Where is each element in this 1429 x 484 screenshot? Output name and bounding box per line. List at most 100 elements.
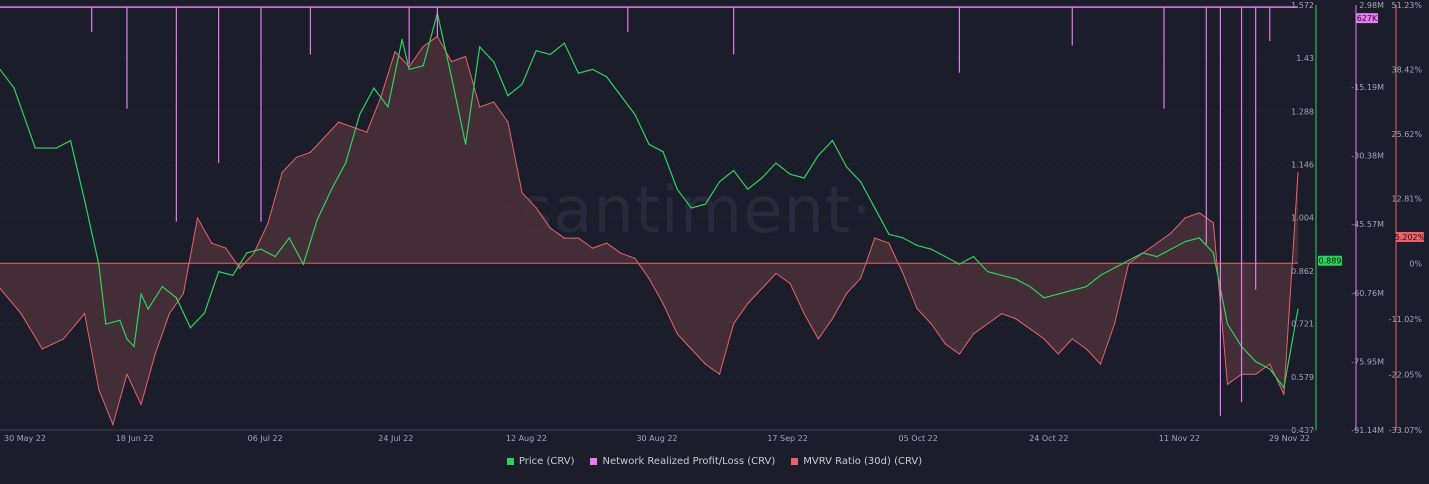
x-tick-label: 30 Aug 22 [636,434,677,443]
price-point [260,248,262,250]
mvrv-point [112,424,114,426]
mvrv-point [521,192,523,194]
mvrv-point [140,403,142,406]
legend-label: Price (CRV) [518,456,575,467]
price-point [888,233,890,235]
mvrv-tick-label: -33.07% [1389,426,1423,435]
mvrv-area [0,36,1298,425]
mvrv-point [41,348,43,350]
mvrv-point [1057,353,1059,355]
mvrv-point [1198,212,1200,214]
mvrv-point [225,247,227,249]
price-point [1029,285,1031,288]
price-series [0,12,1299,390]
price-point [1085,285,1087,288]
price-point [606,76,608,78]
nrpl-tick-label: -60.76M [1351,289,1384,298]
price-point [930,248,932,250]
price-point [549,53,551,56]
price-point [450,76,453,78]
mvrv-point [690,348,692,350]
legend-item[interactable]: Network Realized Profit/Loss (CRV) [590,456,775,467]
price-point [1057,293,1059,295]
price-point [972,256,975,258]
price-point [860,181,862,183]
price-point [676,188,678,190]
mvrv-point [20,313,22,315]
price-point [232,274,234,276]
nrpl-series [0,6,1298,416]
price-point [563,42,565,44]
mvrv-point [479,106,481,108]
legend-item[interactable]: Price (CRV) [506,456,575,467]
mvrv-last-badge: 5.202% [1395,233,1426,242]
mvrv-point [154,353,156,355]
legend-label: Network Realized Profit/Loss (CRV) [602,456,776,467]
price-point [98,263,100,265]
price-point [535,50,537,52]
price-point [1184,241,1186,243]
mvrv-point [874,237,876,239]
price-point [189,327,192,329]
mvrv-point [394,50,396,53]
mvrv-point [549,227,551,229]
price-point [916,244,918,246]
price-point [105,323,107,325]
mvrv-point [789,282,791,285]
price-point [507,95,509,97]
mvrv-point [62,338,65,340]
price-point [718,181,721,183]
x-tick-label: 12 Aug 22 [506,434,547,443]
price-point [387,106,389,108]
price-point [521,83,523,85]
mvrv-point [507,121,509,123]
price-point [1001,274,1003,276]
price-point [662,151,664,153]
mvrv-point [1099,363,1102,365]
mvrv-point [352,126,354,128]
price-point [620,95,622,97]
price-point [1128,259,1130,261]
price-point [55,147,58,149]
x-tick-label: 30 May 22 [4,434,46,443]
x-tick-label: 05 Oct 22 [899,434,938,443]
price-point [1198,237,1200,239]
mvrv-tick-label: 12.81% [1391,195,1422,204]
mvrv-point [323,136,326,138]
mvrv-point [338,121,340,123]
mvrv-point [1085,348,1087,350]
nrpl-tick-label: -15.19M [1351,83,1384,92]
mvrv-point [267,222,269,224]
mvrv-point [1071,338,1073,340]
mvrv-point [916,308,918,310]
mvrv-point [493,101,495,103]
price-point [987,271,989,273]
mvrv-point [803,313,805,315]
mvrv-point [930,323,932,325]
price-point [422,65,424,67]
x-tick-label: 17 Sep 22 [767,434,808,443]
price-point [634,113,636,115]
legend-item[interactable]: MVRV Ratio (30d) (CRV) [791,456,922,467]
x-tick-label: 29 Nov 22 [1269,434,1310,443]
mvrv-point [860,277,862,280]
nrpl-tick-label: -30.38M [1351,152,1384,161]
mvrv-point [366,131,368,133]
price-point [0,68,1,71]
price-point [246,252,248,254]
mvrv-point [309,151,311,153]
price-point [1226,323,1229,325]
mvrv-point [295,156,297,159]
price-point [493,61,495,63]
mvrv-point [1226,383,1229,385]
legend-swatch [506,458,514,465]
mvrv-point [535,207,537,209]
price-point [733,169,735,172]
price-point [1099,274,1102,276]
price-point [704,203,707,205]
mvrv-tick-label: -22.05% [1389,370,1423,379]
x-tick-label: 24 Oct 22 [1029,434,1068,443]
mvrv-point [888,242,890,244]
mvrv-point [718,373,721,375]
